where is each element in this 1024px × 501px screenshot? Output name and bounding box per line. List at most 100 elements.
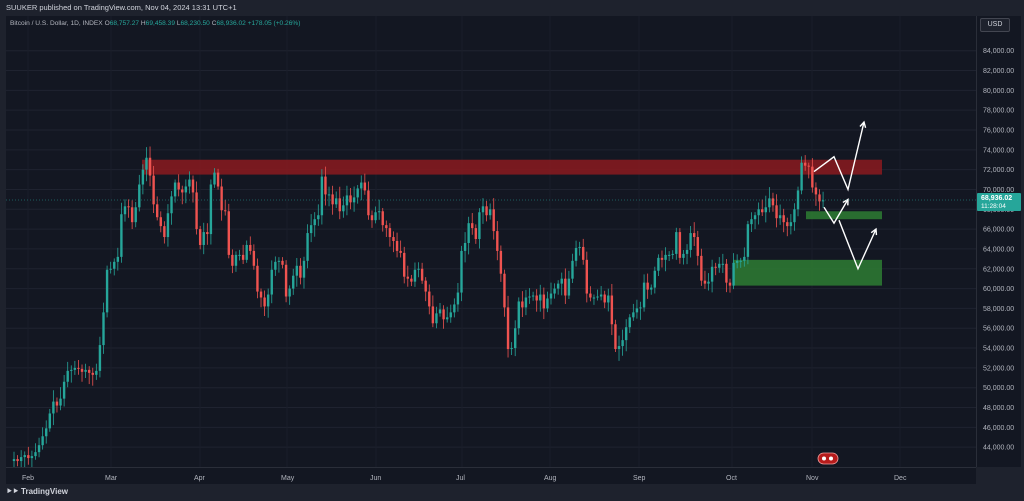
candle-body	[270, 269, 273, 295]
candle-body	[481, 206, 485, 213]
candle-body	[170, 196, 173, 214]
candle-body	[381, 211, 384, 226]
candle-body	[138, 184, 141, 208]
candle-body	[599, 294, 603, 297]
symbol-name: Bitcoin / U.S. Dollar, 1D, INDEX	[10, 20, 103, 27]
candle-body	[696, 237, 699, 256]
candle-body	[628, 317, 631, 328]
candle-body	[424, 280, 427, 292]
candle-body	[521, 301, 524, 308]
candle-body	[499, 250, 503, 274]
candle-body	[80, 368, 84, 372]
candle-body	[327, 194, 331, 196]
candle-body	[621, 340, 624, 347]
x-tick-label: Dec	[894, 475, 907, 482]
candle-body	[163, 226, 166, 238]
candle-body	[746, 224, 750, 257]
candle-body	[59, 398, 62, 406]
candle-body	[48, 413, 51, 429]
candle-body	[302, 260, 306, 278]
candle-body	[617, 346, 621, 350]
time-axis[interactable]: Feb Mar Apr May Jun Jul Aug Sep Oct Nov Dec	[6, 467, 976, 485]
candle-body	[403, 252, 406, 277]
candle-body	[134, 207, 137, 223]
candle-body	[224, 210, 227, 212]
zone-support-lower	[733, 259, 882, 286]
candle-body	[467, 223, 470, 243]
candle-body	[159, 217, 162, 227]
candle-body	[292, 275, 295, 289]
y-tick-label: 78,000.00	[983, 108, 1014, 115]
chart-pane[interactable]	[6, 16, 976, 470]
candle-body	[220, 186, 223, 211]
zone-support-upper	[806, 211, 882, 220]
candle-body	[345, 195, 349, 206]
candle-body	[116, 256, 120, 262]
candle-body	[818, 194, 821, 202]
candle-body	[299, 265, 302, 278]
y-tick-label: 76,000.00	[983, 127, 1014, 134]
candle-body	[420, 268, 424, 281]
candle-body	[632, 312, 635, 318]
candle-body	[471, 223, 474, 229]
candle-body	[592, 297, 596, 299]
events-badge[interactable]	[817, 452, 839, 465]
price-axis[interactable]: 44,000.00 46,000.00 48,000.00 50,000.00 52,0…	[976, 16, 1021, 467]
y-tick-label: 56,000.00	[983, 326, 1014, 333]
y-tick-label: 58,000.00	[983, 306, 1014, 313]
candle-body	[603, 294, 606, 303]
candle-body	[503, 273, 506, 308]
x-tick-label: Aug	[544, 475, 557, 482]
candle-body	[166, 213, 170, 238]
tradingview-logo[interactable]: ⯈⯈ TradingView	[6, 487, 69, 496]
top-bar: SUUKER published on TradingView.com, Nov…	[0, 0, 1024, 16]
candle-body	[664, 254, 667, 260]
legend-close: C68,936.02	[211, 20, 246, 27]
price-chart-svg[interactable]	[6, 16, 976, 470]
candle-body	[492, 209, 495, 232]
y-tick-label: 46,000.00	[983, 425, 1014, 432]
events-badge-pill	[817, 452, 839, 465]
candle-body	[653, 270, 657, 288]
candle-body	[782, 215, 785, 223]
candle-body	[410, 278, 413, 282]
currency-button[interactable]: USD	[980, 18, 1010, 32]
y-tick-label: 54,000.00	[983, 346, 1014, 353]
candle-body	[388, 228, 392, 238]
candle-body	[406, 276, 409, 279]
x-tick-label: May	[281, 475, 295, 482]
legend-high: H69,458.39	[140, 20, 175, 27]
candle-body	[771, 198, 775, 206]
candle-body	[413, 269, 417, 282]
scenario-arrow-retest-head	[842, 198, 849, 206]
candle-body	[564, 278, 567, 296]
candle-body	[682, 253, 685, 258]
candle-body	[707, 281, 710, 284]
x-tick-label: Jul	[456, 475, 465, 482]
candle-body	[395, 241, 399, 251]
candle-body	[693, 233, 696, 238]
candle-body	[105, 269, 109, 313]
candle-body	[474, 228, 478, 240]
price-axis-svg: 44,000.00 46,000.00 48,000.00 50,000.00 52,0…	[977, 48, 1021, 452]
candle-body	[399, 250, 402, 253]
candle-body	[363, 182, 367, 191]
candle-body	[703, 280, 707, 284]
candle-body	[549, 293, 553, 299]
candle-body	[718, 263, 721, 268]
y-tick-label: 82,000.00	[983, 68, 1014, 75]
x-tick-label: Jun	[370, 475, 381, 482]
x-tick-label: Nov	[806, 475, 819, 482]
candle-body	[98, 345, 102, 371]
candle-body	[184, 186, 188, 193]
last-price-tag	[977, 193, 1021, 212]
candle-body	[245, 244, 248, 260]
candle-body	[660, 257, 664, 260]
candle-body	[753, 215, 757, 220]
candle-body	[542, 294, 546, 309]
y-tick-label: 48,000.00	[983, 405, 1014, 412]
candle-body	[700, 255, 703, 281]
event-dot-icon	[822, 456, 826, 461]
candle-body	[442, 309, 445, 320]
candle-body	[607, 295, 610, 303]
